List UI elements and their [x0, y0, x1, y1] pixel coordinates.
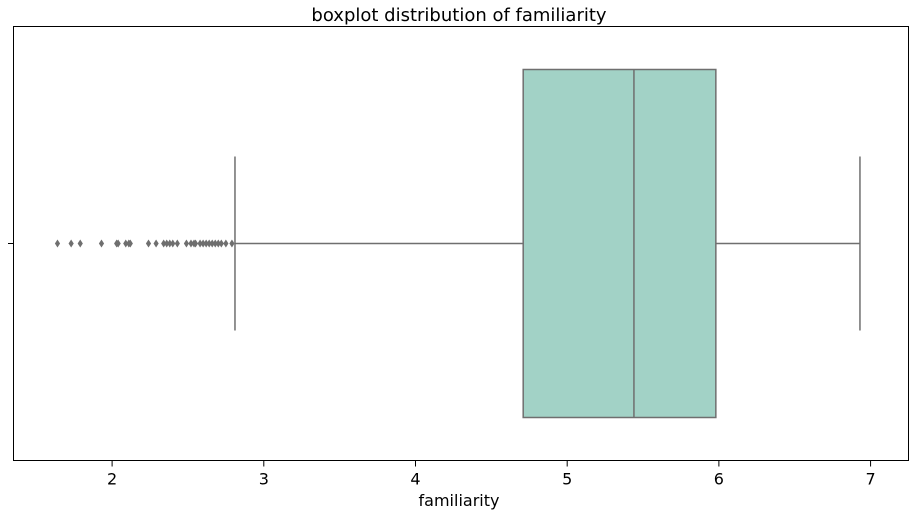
x-axis: 2 3 4 5 6 7: [107, 460, 876, 489]
chart-title: boxplot distribution of familiarity: [311, 5, 607, 26]
outlier-point: [197, 239, 203, 248]
outlier-point: [153, 239, 159, 248]
outlier-point: [161, 239, 167, 248]
outlier-point: [218, 239, 224, 248]
outlier-point: [115, 239, 121, 248]
outlier-point: [54, 239, 61, 248]
outlier-point: [188, 239, 194, 248]
x-tick-label: 6: [714, 470, 724, 489]
outlier-point: [170, 239, 176, 248]
plot-layer: [54, 68, 861, 419]
x-axis-title: familiarity: [419, 491, 500, 510]
outlier-point: [127, 239, 133, 248]
iqr-box: [522, 68, 717, 419]
outlier-point: [98, 239, 105, 248]
outlier-point: [68, 239, 74, 248]
outlier-point: [206, 239, 212, 248]
outlier-point: [223, 239, 229, 248]
outlier-point: [183, 239, 190, 248]
outlier-point: [229, 239, 235, 248]
outlier-point: [212, 239, 218, 248]
plot-frame: [13, 26, 909, 461]
x-tick-label: 5: [562, 470, 572, 489]
outlier-point: [123, 239, 129, 248]
outlier-point: [167, 239, 173, 248]
x-tick-label: 7: [865, 470, 875, 489]
outlier-point: [209, 239, 215, 248]
outlier-point: [200, 239, 206, 248]
outlier-point: [192, 239, 199, 248]
outlier-point: [77, 239, 83, 248]
outlier-point: [174, 239, 180, 248]
x-tick-label: 3: [259, 470, 269, 489]
x-tick-label: 4: [410, 470, 420, 489]
outlier-point: [203, 239, 209, 248]
x-tick-label: 2: [107, 470, 117, 489]
outlier-point: [215, 239, 221, 248]
outlier-point: [164, 239, 170, 248]
outlier-point: [145, 239, 152, 248]
